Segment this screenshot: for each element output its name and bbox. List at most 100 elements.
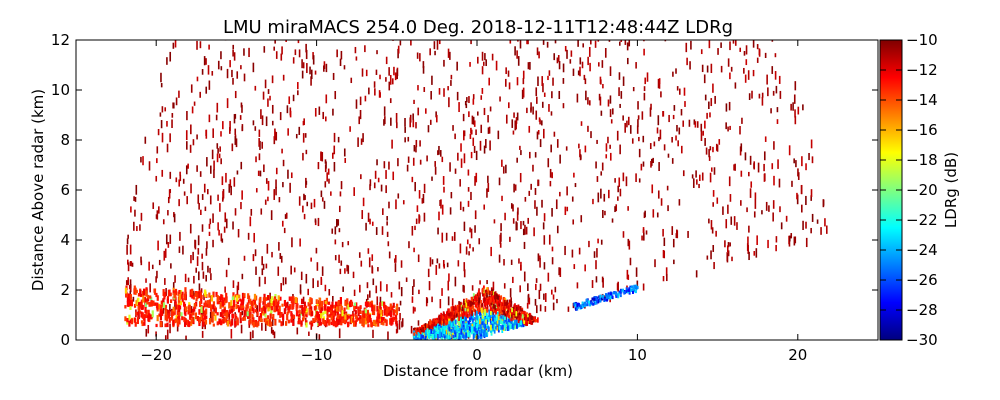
radar-pixel — [194, 240, 197, 250]
radar-pixel — [463, 303, 466, 307]
radar-pixel — [516, 50, 518, 59]
radar-pixel — [488, 300, 491, 305]
radar-pixel — [426, 155, 428, 162]
radar-pixel — [310, 69, 313, 80]
radar-pixel — [239, 115, 242, 120]
radar-pixel — [482, 61, 485, 66]
radar-pixel — [186, 196, 188, 205]
radar-pixel — [158, 313, 161, 317]
radar-pixel — [379, 306, 382, 313]
radar-pixel — [701, 64, 704, 73]
radar-pixel — [157, 128, 160, 136]
radar-pixel — [321, 266, 324, 276]
radar-pixel — [502, 166, 505, 174]
radar-pixel — [477, 315, 480, 320]
radar-pixel — [272, 313, 275, 320]
radar-pixel — [712, 83, 714, 93]
radar-pixel — [441, 232, 444, 243]
radar-pixel — [232, 300, 236, 307]
radar-pixel — [387, 306, 390, 312]
radar-pixel — [643, 92, 646, 101]
radar-pixel — [712, 202, 714, 207]
radar-pixel — [155, 331, 157, 337]
y-tick-label: 6 — [60, 181, 70, 199]
radar-pixel — [304, 133, 307, 138]
radar-pixel — [508, 302, 511, 309]
radar-pixel — [696, 179, 698, 185]
radar-pixel — [226, 68, 229, 79]
radar-pixel — [201, 253, 203, 259]
radar-pixel — [308, 308, 311, 316]
radar-pixel — [713, 262, 715, 270]
radar-pixel — [630, 289, 633, 293]
radar-pixel — [258, 302, 261, 310]
radar-pixel — [373, 81, 376, 88]
radar-pixel — [471, 297, 473, 302]
radar-pixel — [487, 289, 490, 295]
radar-pixel — [330, 307, 334, 311]
radar-pixel — [262, 305, 265, 311]
radar-pixel — [514, 319, 516, 326]
radar-pixel — [531, 315, 533, 321]
radar-pixel — [627, 116, 630, 126]
colorbar-label: LDRg (dB) — [942, 152, 960, 228]
radar-pixel — [527, 317, 529, 321]
radar-pixel — [501, 321, 504, 328]
radar-pixel — [535, 278, 538, 283]
radar-pixel — [419, 53, 421, 62]
radar-pixel — [500, 307, 503, 313]
radar-pixel — [470, 40, 472, 45]
radar-pixel — [709, 146, 712, 151]
radar-pixel — [615, 204, 618, 212]
radar-pixel — [611, 218, 614, 223]
radar-pixel — [600, 110, 603, 116]
radar-pixel — [551, 91, 553, 99]
radar-pixel — [734, 82, 737, 89]
radar-pixel — [486, 300, 489, 310]
radar-pixel — [216, 102, 219, 113]
radar-pixel — [323, 320, 326, 325]
radar-pixel — [339, 268, 342, 275]
radar-pixel — [285, 321, 288, 326]
radar-pixel — [389, 98, 392, 104]
radar-pixel — [466, 326, 468, 332]
radar-pixel — [696, 121, 699, 128]
radar-pixel — [447, 48, 450, 58]
radar-pixel — [399, 312, 401, 320]
radar-pixel — [417, 85, 419, 91]
radar-pixel — [355, 302, 358, 310]
radar-pixel — [169, 323, 171, 334]
radar-pixel — [208, 223, 211, 229]
radar-pixel — [126, 244, 128, 255]
radar-pixel — [516, 313, 519, 319]
radar-pixel — [615, 291, 618, 295]
radar-pixel — [451, 312, 453, 316]
radar-pixel — [347, 303, 350, 310]
radar-pixel — [622, 115, 624, 121]
radar-pixel — [313, 305, 316, 311]
radar-pixel — [224, 286, 226, 293]
radar-pixel — [142, 288, 146, 296]
radar-pixel — [240, 324, 243, 334]
radar-pixel — [487, 127, 490, 134]
radar-pixel — [278, 242, 280, 251]
radar-pixel — [503, 299, 506, 306]
radar-pixel — [259, 140, 261, 151]
radar-pixel — [263, 318, 266, 323]
radar-pixel — [480, 95, 483, 100]
radar-pixel — [177, 298, 181, 303]
radar-pixel — [172, 306, 175, 313]
radar-pixel — [137, 293, 141, 297]
radar-pixel — [454, 332, 457, 338]
radar-pixel — [387, 331, 389, 340]
radar-pixel — [316, 262, 319, 271]
radar-pixel — [159, 309, 162, 316]
radar-pixel — [201, 330, 204, 338]
radar-pixel — [469, 310, 472, 317]
radar-pixel — [295, 133, 298, 139]
radar-pixel — [254, 126, 257, 131]
radar-pixel — [134, 209, 136, 217]
radar-pixel — [393, 66, 395, 76]
radar-pixel — [392, 171, 395, 181]
